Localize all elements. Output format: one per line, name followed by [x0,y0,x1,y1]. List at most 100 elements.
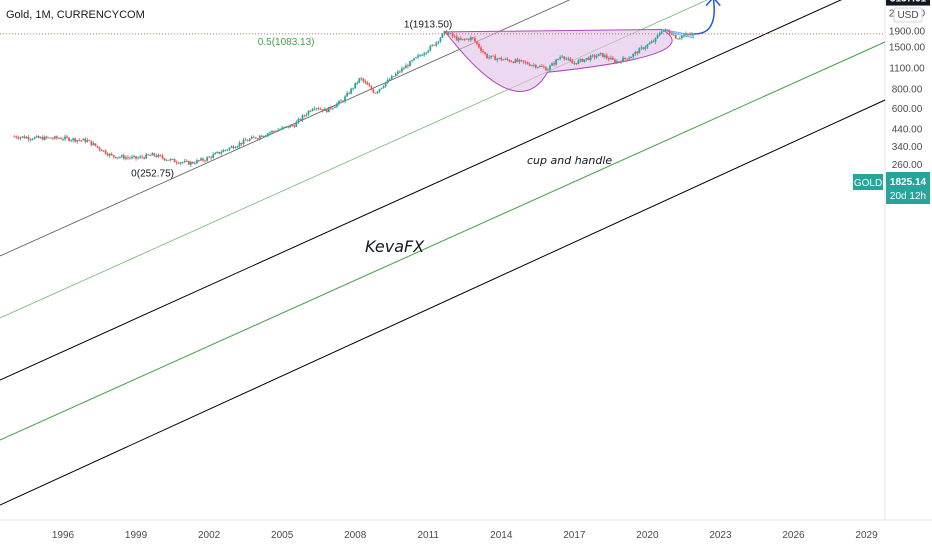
candle-body [216,151,219,153]
channel-outer-green-line [0,0,708,319]
candle-body [240,142,243,144]
fib-level-label: 1(1913.50) [404,20,452,31]
candle-body [88,140,91,141]
candle-body [74,138,77,142]
candle-body [534,64,537,68]
candle-body [175,162,178,163]
pattern-annotation: cup and handle [527,154,612,167]
candle-body [210,156,213,158]
candle-body [352,88,355,89]
candle-body [275,131,277,133]
candle-body [455,36,458,41]
candle-body [597,53,600,57]
candle-body [599,52,602,54]
candle-body [577,60,580,64]
time-tick-label: 1996 [52,530,75,541]
candle-body [110,153,113,156]
candle-body [536,67,539,68]
candle-body [244,139,247,141]
candle-body [506,58,509,60]
candle-body [443,30,446,34]
candle-body [135,156,137,159]
candle-body [179,162,182,164]
candle-body [648,43,651,45]
candle-body [323,108,326,112]
candle-body [680,36,683,39]
candle-body [238,142,241,147]
candle-body [325,108,328,113]
candle-body [104,150,107,154]
candle-body [376,91,379,93]
candle-body [340,100,342,102]
candle-body [605,55,608,59]
price-badge [886,172,930,204]
candle-body [169,159,172,161]
candle-body [137,157,139,159]
candle-body [480,47,482,51]
candle-body [129,157,131,159]
candle-body [392,76,395,77]
candle-body [362,78,365,82]
candle-body [413,58,415,61]
candle-body [159,154,162,156]
candle-body [262,135,265,137]
candle-body [214,152,217,155]
candle-body [423,53,426,56]
candle-body [151,153,154,156]
candle-body [435,42,438,46]
price-tick-label: 440.00 [892,125,923,136]
candle-body [616,61,618,64]
candle-body [139,156,142,158]
candle-body [66,136,68,138]
candle-body [500,57,503,61]
candle-body [220,152,223,154]
candle-body [528,64,531,66]
candle-body [522,60,525,62]
candle-body [303,115,306,117]
projection-arrowhead [705,0,721,7]
candle-body [579,58,582,61]
candle-body [309,110,312,112]
candle-body [258,135,261,139]
candle-body [265,135,267,137]
candle-body [459,38,462,40]
candle-body [350,88,353,94]
candle-body [348,93,351,94]
candle-body [49,137,52,139]
candle-body [672,34,675,36]
candle-body [486,54,488,59]
candle-body [471,37,474,39]
candle-body [41,137,44,140]
candle-body [297,119,300,123]
candle-body [547,69,549,71]
candle-body [305,114,308,116]
candle-body [374,92,377,94]
candle-body [218,151,221,154]
candle-body [291,125,294,126]
candle-body [80,140,83,141]
candle-body [664,29,667,31]
candle-body [581,58,584,62]
candle-body [189,161,192,165]
candle-body [545,67,547,71]
candle-body [652,41,655,43]
candle-body [538,66,541,68]
candle-body [421,55,424,57]
candle-body [200,158,202,161]
candle-body [47,137,50,139]
candle-body [612,57,614,60]
candle-body [463,38,466,40]
candle-body [313,108,316,110]
candle-body [691,33,693,35]
candle-body [638,48,641,54]
candle-body [102,150,105,152]
candle-body [384,82,387,87]
currency-badge[interactable] [893,7,923,23]
time-axis[interactable]: 1996 1999 2002 2005 2008 2011 2014 2017 2020 2023… [52,530,878,541]
projection-path [0,0,885,35]
candle-body [622,57,624,63]
level-label: 3137.61 [890,0,927,5]
candle-body [344,96,346,102]
candle-body [400,68,403,72]
